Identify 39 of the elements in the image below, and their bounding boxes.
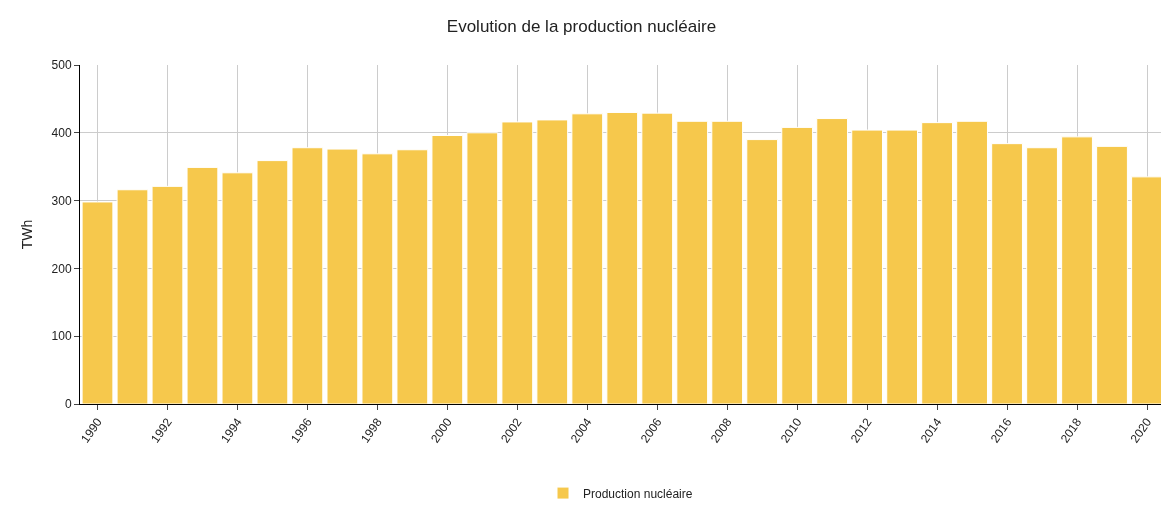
bar bbox=[816, 118, 849, 404]
bar bbox=[256, 160, 289, 404]
bar bbox=[151, 185, 184, 404]
y-tick-label: 200 bbox=[51, 261, 72, 276]
bar bbox=[886, 129, 919, 404]
bar bbox=[221, 172, 254, 404]
y-axis-title: TWh bbox=[19, 219, 36, 250]
bar bbox=[1061, 136, 1093, 404]
y-tick-label: 100 bbox=[51, 329, 72, 344]
bar bbox=[291, 147, 324, 404]
bar bbox=[641, 112, 674, 404]
bar bbox=[466, 132, 499, 404]
bar bbox=[676, 120, 709, 404]
bar bbox=[1096, 145, 1128, 404]
bar bbox=[921, 122, 953, 404]
bar bbox=[361, 153, 394, 404]
bar bbox=[571, 113, 604, 404]
bar bbox=[746, 139, 779, 404]
bar bbox=[431, 135, 464, 404]
bar bbox=[501, 121, 534, 404]
bar bbox=[396, 149, 429, 404]
bar bbox=[116, 189, 149, 404]
bar bbox=[956, 120, 988, 404]
y-tick-label: 500 bbox=[51, 58, 72, 73]
bar bbox=[851, 129, 884, 404]
bar bbox=[81, 201, 114, 404]
bar bbox=[1026, 147, 1058, 404]
bar bbox=[606, 111, 639, 404]
y-tick-label: 300 bbox=[51, 193, 72, 208]
legend-label: Production nucléaire bbox=[583, 486, 693, 501]
y-tick-label: 400 bbox=[51, 126, 72, 140]
bar bbox=[186, 166, 219, 404]
y-tick-label: 0 bbox=[64, 397, 72, 412]
chart-title: Evolution de la production nucléaire bbox=[446, 17, 717, 37]
bar bbox=[536, 119, 569, 404]
bar bbox=[326, 148, 359, 404]
bar bbox=[711, 120, 744, 404]
bar bbox=[781, 126, 814, 404]
bar bbox=[991, 143, 1023, 404]
